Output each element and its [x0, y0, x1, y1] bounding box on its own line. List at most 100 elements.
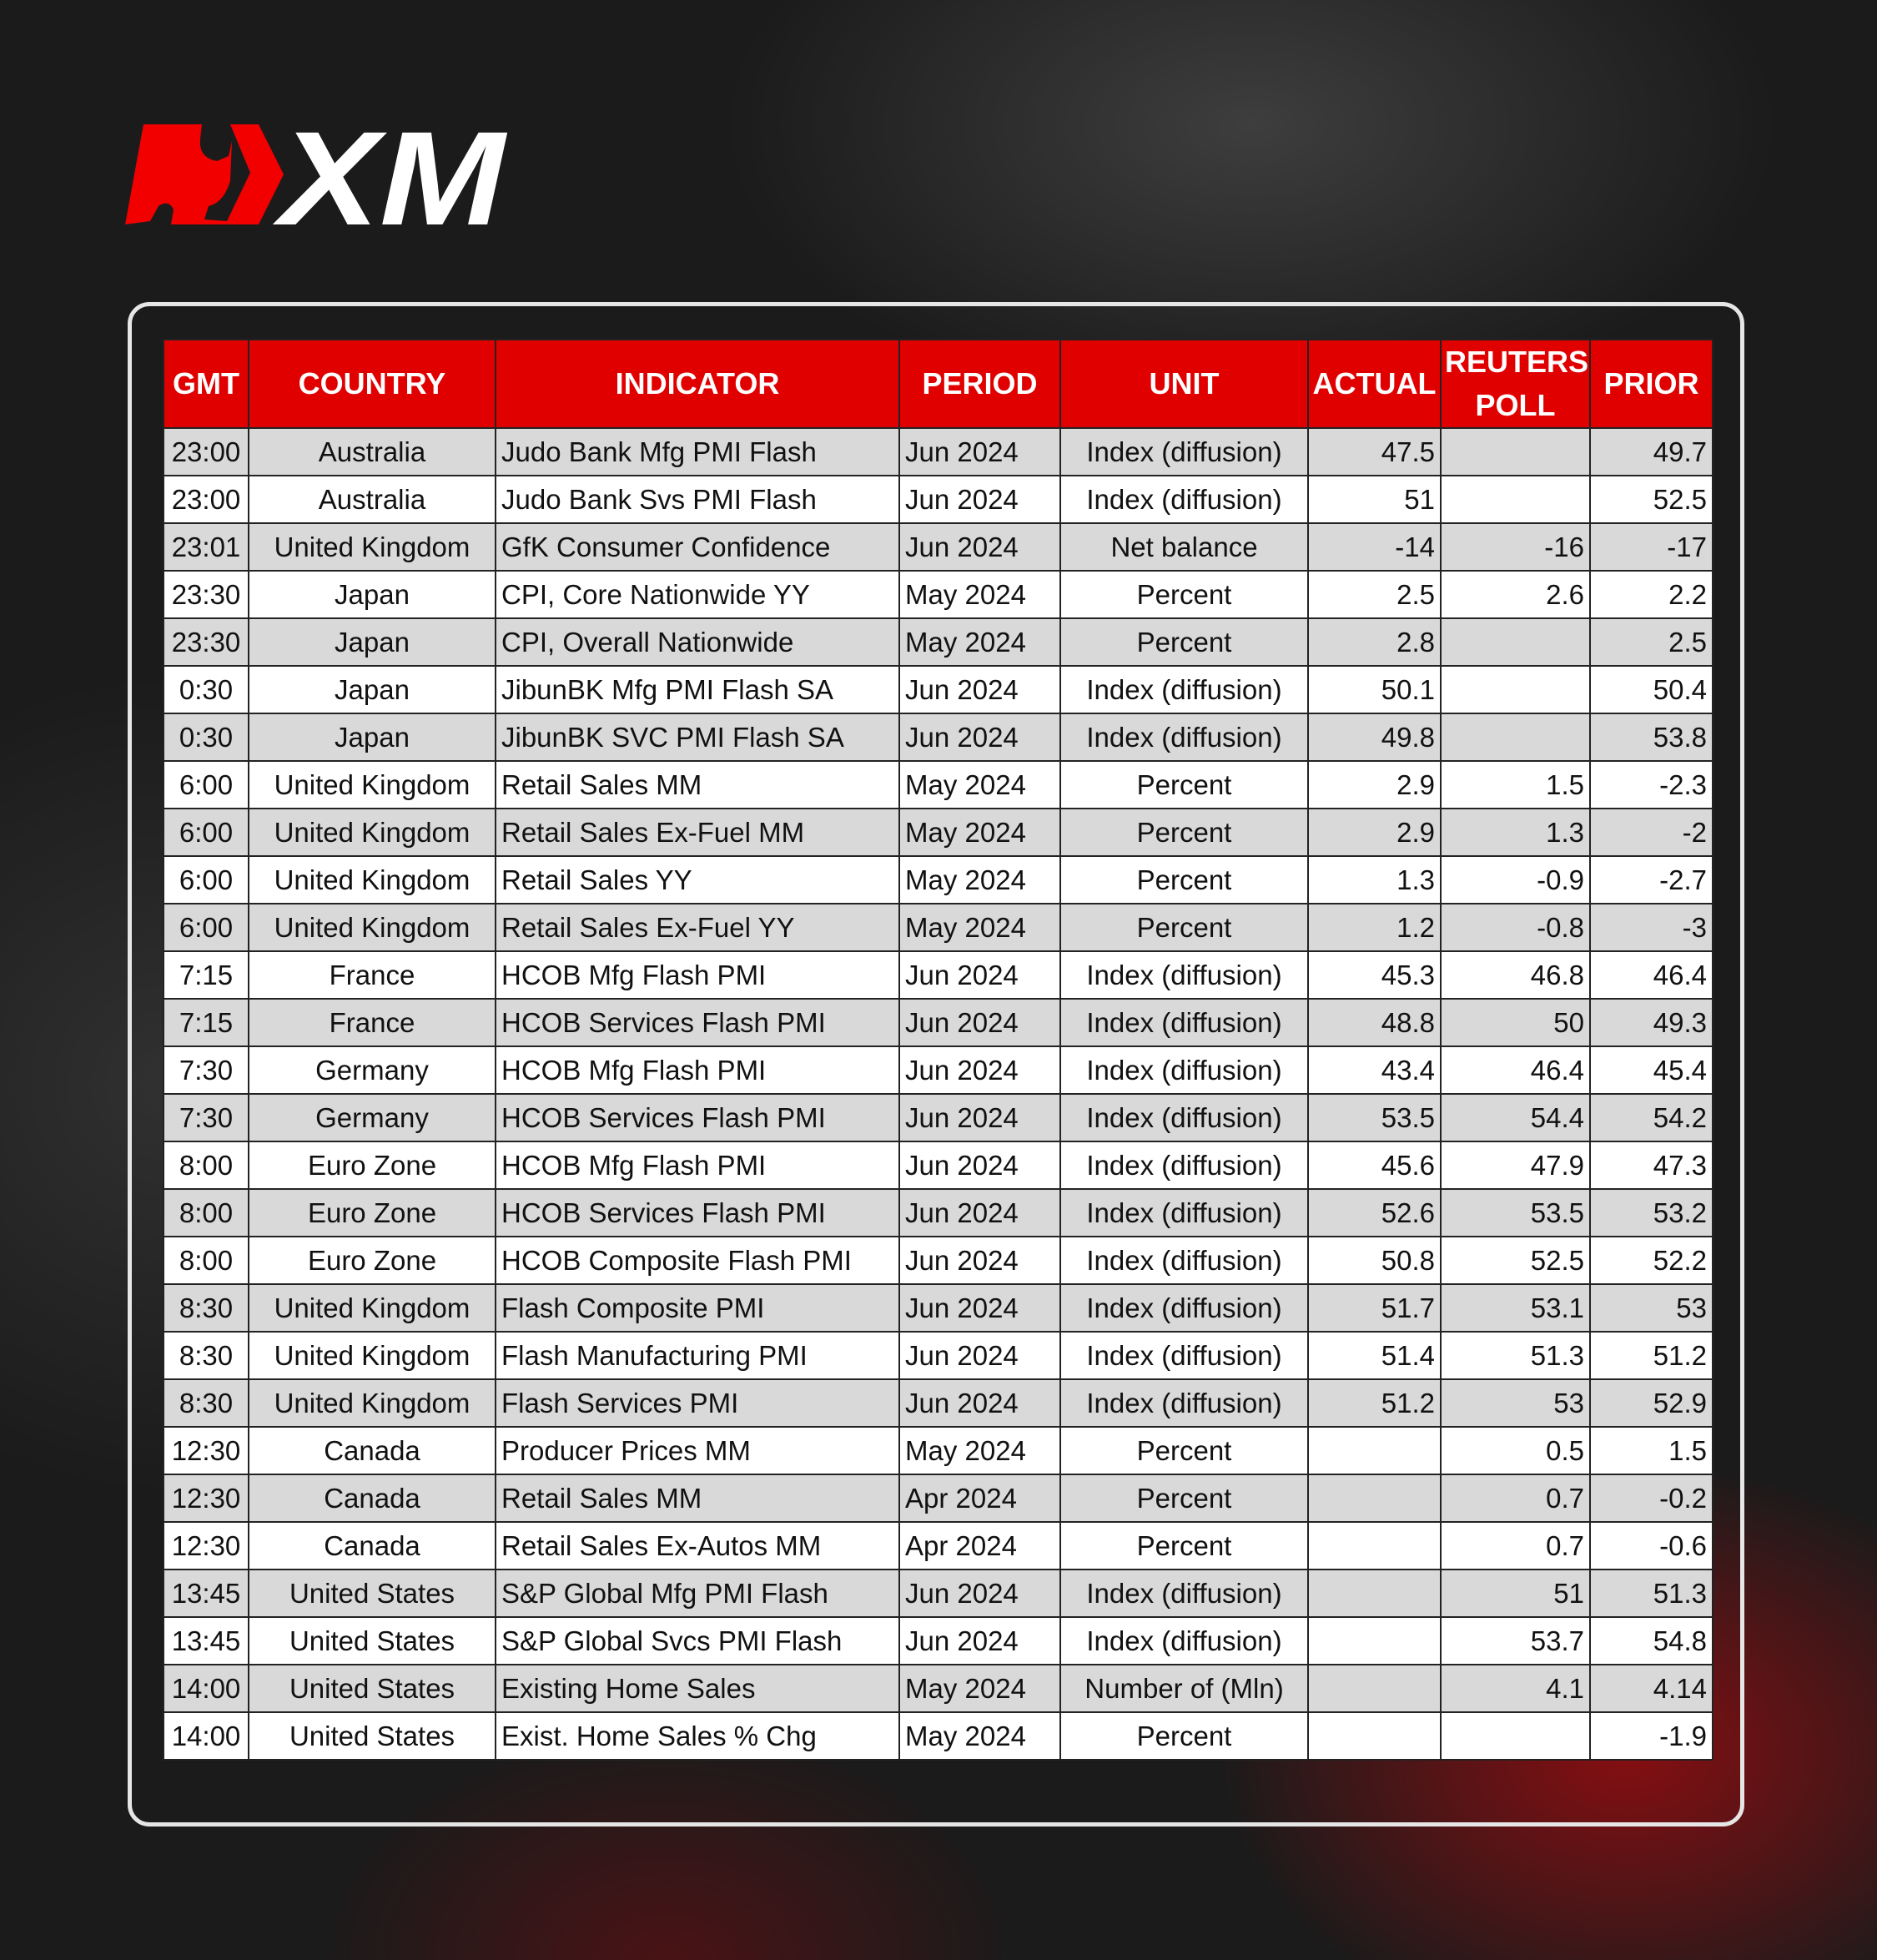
cell-period: May 2024 [898, 617, 1061, 667]
cell-country: Japan [248, 570, 496, 619]
cell-actual: 53.5 [1307, 1093, 1442, 1142]
cell-period: Jun 2024 [898, 1046, 1061, 1095]
table-row: 8:00 Euro Zone HCOB Mfg Flash PMI Jun 2024 I… [163, 1141, 1713, 1190]
cell-gmt: 7:15 [163, 950, 249, 1000]
cell-reuters-poll [1440, 1711, 1591, 1761]
cell-gmt: 0:30 [163, 713, 249, 762]
cell-gmt: 6:00 [163, 855, 249, 904]
cell-gmt: 23:00 [163, 475, 249, 524]
cell-indicator: Producer Prices MM [495, 1426, 900, 1475]
table-row: 23:30 Japan CPI, Overall Nationwide May 202… [163, 617, 1713, 667]
cell-unit: Index (diffusion) [1059, 475, 1309, 524]
cell-period: May 2024 [898, 808, 1061, 857]
svg-text:XM: XM [272, 123, 508, 229]
cell-actual: 2.8 [1307, 617, 1442, 667]
table-row: 6:00 United Kingdom Retail Sales MM May 202… [163, 760, 1713, 809]
cell-gmt: 12:30 [163, 1474, 249, 1523]
cell-gmt: 14:00 [163, 1664, 249, 1713]
cell-period: Jun 2024 [898, 522, 1061, 572]
cell-period: Jun 2024 [898, 713, 1061, 762]
cell-indicator: Retail Sales Ex-Fuel MM [495, 808, 900, 857]
cell-unit: Index (diffusion) [1059, 1283, 1309, 1333]
cell-actual: 51 [1307, 475, 1442, 524]
table-row: 6:00 United Kingdom Retail Sales Ex-Fuel Y… [163, 903, 1713, 952]
table-row: 7:30 Germany HCOB Mfg Flash PMI Jun 2024 Ind… [163, 1046, 1713, 1095]
table-row: 12:30 Canada Retail Sales Ex-Autos MM Apr 2… [163, 1521, 1713, 1570]
cell-actual [1307, 1616, 1442, 1665]
cell-actual: 51.4 [1307, 1331, 1442, 1380]
cell-reuters-poll: 52.5 [1440, 1236, 1591, 1285]
cell-prior: 4.14 [1589, 1664, 1713, 1713]
cell-prior: 45.4 [1589, 1046, 1713, 1095]
cell-unit: Percent [1059, 760, 1309, 809]
table-row: 0:30 Japan JibunBK Mfg PMI Flash SA Jun 202… [163, 665, 1713, 714]
cell-gmt: 12:30 [163, 1521, 249, 1570]
table-row: 23:01 United Kingdom GfK Consumer Confiden… [163, 522, 1713, 572]
table-row: 13:45 United States S&P Global Svcs PMI Fl… [163, 1616, 1713, 1665]
cell-indicator: GfK Consumer Confidence [495, 522, 900, 572]
cell-actual: 1.2 [1307, 903, 1442, 952]
table-row: 8:30 United Kingdom Flash Services PMI Jun … [163, 1378, 1713, 1428]
cell-indicator: CPI, Core Nationwide YY [495, 570, 900, 619]
cell-actual: 45.3 [1307, 950, 1442, 1000]
cell-prior: 51.2 [1589, 1331, 1713, 1380]
cell-country: United Kingdom [248, 1331, 496, 1380]
cell-gmt: 12:30 [163, 1426, 249, 1475]
cell-period: May 2024 [898, 1426, 1061, 1475]
cell-period: Jun 2024 [898, 998, 1061, 1047]
cell-unit: Percent [1059, 1474, 1309, 1523]
cell-unit: Index (diffusion) [1059, 950, 1309, 1000]
cell-period: Jun 2024 [898, 1188, 1061, 1237]
cell-prior: -2 [1589, 808, 1713, 857]
table-row: 7:15 France HCOB Services Flash PMI Jun 202… [163, 998, 1713, 1047]
table-row: 14:00 United States Existing Home Sales May… [163, 1664, 1713, 1713]
cell-unit: Index (diffusion) [1059, 1378, 1309, 1428]
cell-gmt: 8:00 [163, 1236, 249, 1285]
cell-reuters-poll: -0.9 [1440, 855, 1591, 904]
cell-gmt: 7:30 [163, 1093, 249, 1142]
cell-country: Germany [248, 1093, 496, 1142]
table-frame [128, 302, 1744, 1826]
cell-country: Euro Zone [248, 1141, 496, 1190]
cell-indicator: S&P Global Svcs PMI Flash [495, 1616, 900, 1665]
cell-actual: 51.7 [1307, 1283, 1442, 1333]
cell-period: Jun 2024 [898, 1616, 1061, 1665]
cell-country: United Kingdom [248, 522, 496, 572]
cell-period: Jun 2024 [898, 1569, 1061, 1618]
cell-prior: 53 [1589, 1283, 1713, 1333]
table-row: 8:00 Euro Zone HCOB Composite Flash PMI Jun… [163, 1236, 1713, 1285]
cell-reuters-poll: 1.5 [1440, 760, 1591, 809]
cell-gmt: 7:30 [163, 1046, 249, 1095]
cell-country: United States [248, 1569, 496, 1618]
cell-unit: Index (diffusion) [1059, 1236, 1309, 1285]
cell-prior: 47.3 [1589, 1141, 1713, 1190]
cell-unit: Index (diffusion) [1059, 1331, 1309, 1380]
cell-period: Jun 2024 [898, 1236, 1061, 1285]
cell-period: Jun 2024 [898, 665, 1061, 714]
cell-prior: 49.7 [1589, 427, 1713, 476]
cell-period: Jun 2024 [898, 1331, 1061, 1380]
cell-prior: 53.8 [1589, 713, 1713, 762]
cell-indicator: Flash Services PMI [495, 1378, 900, 1428]
cell-indicator: Retail Sales Ex-Autos MM [495, 1521, 900, 1570]
cell-gmt: 8:00 [163, 1141, 249, 1190]
cell-gmt: 23:01 [163, 522, 249, 572]
cell-prior: -17 [1589, 522, 1713, 572]
cell-country: Japan [248, 713, 496, 762]
cell-unit: Percent [1059, 855, 1309, 904]
cell-reuters-poll [1440, 475, 1591, 524]
cell-actual: 1.3 [1307, 855, 1442, 904]
cell-actual: -14 [1307, 522, 1442, 572]
cell-unit: Index (diffusion) [1059, 998, 1309, 1047]
table-row: 23:30 Japan CPI, Core Nationwide YY May 202… [163, 570, 1713, 619]
cell-country: Australia [248, 475, 496, 524]
table-row: 14:00 United States Exist. Home Sales % Ch… [163, 1711, 1713, 1761]
cell-gmt: 14:00 [163, 1711, 249, 1761]
table-row: 6:00 United Kingdom Retail Sales YY May 202… [163, 855, 1713, 904]
cell-indicator: Retail Sales MM [495, 1474, 900, 1523]
cell-unit: Percent [1059, 1711, 1309, 1761]
cell-indicator: S&P Global Mfg PMI Flash [495, 1569, 900, 1618]
cell-actual: 50.1 [1307, 665, 1442, 714]
cell-reuters-poll: 53.7 [1440, 1616, 1591, 1665]
cell-reuters-poll [1440, 427, 1591, 476]
